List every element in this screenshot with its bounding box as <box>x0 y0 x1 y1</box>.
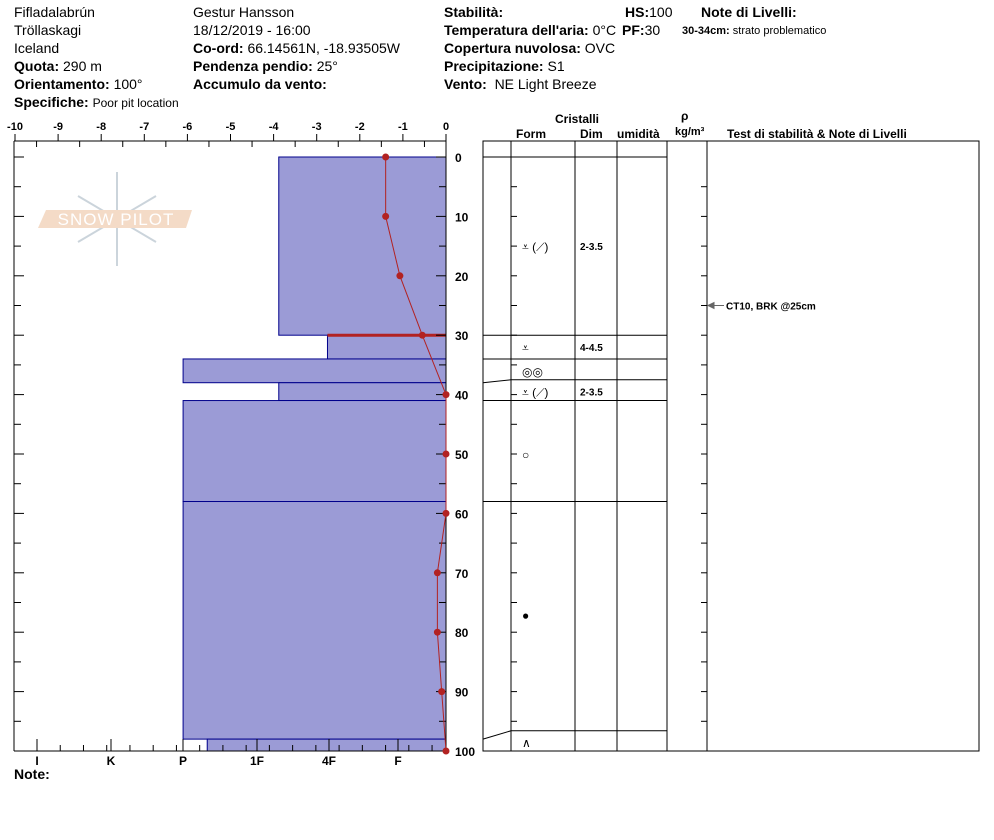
grain-form-symbol: ⩡ <box>522 341 529 355</box>
temperature-point <box>442 509 450 517</box>
hardness-tick-label: P <box>179 754 187 768</box>
temperature-point <box>442 747 450 755</box>
crystals-header: Cristalli <box>555 112 600 126</box>
hardness-tick-label: 4F <box>322 754 336 768</box>
temp-tick-label: -6 <box>183 121 193 133</box>
specifics: Specifiche: Poor pit location <box>14 94 179 110</box>
note-label: Note: <box>14 766 50 782</box>
temp-tick-label: 0 <box>443 121 449 133</box>
hardness-tick-label: K <box>107 754 116 768</box>
stability-test-result: CT10, BRK @25cm <box>726 302 816 313</box>
depth-tick-label: 30 <box>455 329 469 343</box>
temperature-point <box>442 450 450 458</box>
sky: Copertura nuvolosa: OVC <box>444 40 616 56</box>
grain-form-symbol: ● <box>522 608 529 622</box>
test-result-arrow-icon <box>706 301 724 310</box>
depth-tick-label: 20 <box>455 270 469 284</box>
location: Fifladalabrún <box>14 4 95 20</box>
region: Tröllaskagi <box>14 22 82 38</box>
temp-tick-label: -3 <box>312 121 322 133</box>
grain-size: 2-3.5 <box>580 388 603 399</box>
temperature-point <box>382 212 390 220</box>
slope: Pendenza pendio: 25° <box>193 58 338 74</box>
hardness-layer <box>278 382 447 402</box>
hardness-layer <box>278 156 447 336</box>
hs: HS:100 <box>625 4 673 20</box>
depth-tick-label: 50 <box>455 448 469 462</box>
hardness-tick-label: I <box>35 754 38 768</box>
temp-tick-label: -4 <box>269 121 280 133</box>
aspect: Orientamento: 100° <box>14 76 143 92</box>
temperature-point <box>396 272 404 280</box>
grain-form-symbol: ⩡ (⟋) <box>522 240 548 254</box>
stability-header: Test di stabilità & Note di Livelli <box>727 127 907 141</box>
elevation: Quota: 290 m <box>14 58 102 74</box>
temp-tick-label: -2 <box>355 121 365 133</box>
wind: Vento: NE Light Breeze <box>444 76 597 92</box>
form-header: Form <box>516 127 546 141</box>
moisture-header: umidità <box>617 127 660 141</box>
coordinates: Co-ord: 66.14561N, -18.93505W <box>193 40 400 56</box>
grain-size: 4-4.5 <box>580 343 603 354</box>
depth-tick-label: 70 <box>455 567 469 581</box>
hardness-tick-label: 1F <box>250 754 264 768</box>
temp-tick-label: -1 <box>398 121 408 133</box>
temp-tick-label: -7 <box>139 121 149 133</box>
snowpilot-watermark: SNOW PILOT <box>38 172 192 266</box>
hardness-layer <box>326 334 447 360</box>
layer-table-border <box>482 140 980 752</box>
grain-size: 2-3.5 <box>580 242 603 253</box>
stability: Stabilità: <box>444 4 504 20</box>
density-unit: kg/m³ <box>675 126 705 138</box>
grain-form-symbol: ∧ <box>522 736 531 750</box>
observer: Gestur Hansson <box>193 4 295 20</box>
svg-text:SNOW PILOT: SNOW PILOT <box>58 210 175 229</box>
depth-tick-label: 0 <box>455 151 462 165</box>
depth-tick-label: 100 <box>455 745 475 759</box>
temperature-point <box>382 153 390 161</box>
grain-form-symbol: ◎◎ <box>522 365 543 379</box>
pf: PF:30 <box>622 22 661 38</box>
temperature-point <box>418 331 426 339</box>
layer-notes-title: Note di Livelli: <box>701 4 797 20</box>
temperature-point <box>433 569 441 577</box>
temp-tick-label: -5 <box>226 121 236 133</box>
density-symbol: ρ <box>681 109 689 123</box>
grain-form-symbol: ○ <box>522 448 529 462</box>
temperature-point <box>442 391 450 399</box>
layer-boundary-line <box>482 379 667 384</box>
country: Iceland <box>14 40 60 56</box>
precipitation: Precipitazione: S1 <box>444 58 565 74</box>
temperature-point <box>433 628 441 636</box>
temp-tick-label: -10 <box>7 121 23 133</box>
layer-boundary-line <box>482 730 667 740</box>
depth-tick-label: 40 <box>455 389 469 403</box>
temperature-point <box>438 688 446 696</box>
depth-tick-label: 60 <box>455 507 469 521</box>
air-temp: Temperatura dell'aria: 0°C <box>444 22 617 38</box>
depth-tick-label: 10 <box>455 210 469 224</box>
wind-loading: Accumulo da vento: <box>193 76 327 92</box>
hardness-layer <box>182 358 447 384</box>
hardness-layer <box>182 400 447 503</box>
hardness-layer <box>206 738 447 752</box>
layer-note: 30-34cm: strato problematico <box>682 25 827 37</box>
depth-tick-label: 90 <box>455 686 469 700</box>
temp-tick-label: -8 <box>96 121 106 133</box>
grain-form-symbol: ⩡ (⟋) <box>522 386 548 400</box>
temp-tick-label: -9 <box>53 121 63 133</box>
depth-tick-label: 80 <box>455 626 469 640</box>
hardness-layer <box>182 501 447 740</box>
hardness-tick-label: F <box>394 754 401 768</box>
datetime: 18/12/2019 - 16:00 <box>193 22 311 38</box>
size-header: Dim <box>580 127 603 141</box>
